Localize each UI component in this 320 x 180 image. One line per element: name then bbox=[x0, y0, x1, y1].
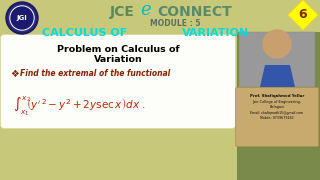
Text: CALCULUS OF: CALCULUS OF bbox=[42, 28, 128, 38]
Text: Problem on Calculus of: Problem on Calculus of bbox=[57, 44, 179, 53]
Polygon shape bbox=[237, 32, 320, 180]
Text: ❖: ❖ bbox=[10, 69, 19, 79]
Text: JCE: JCE bbox=[110, 5, 135, 19]
Circle shape bbox=[8, 4, 36, 32]
FancyBboxPatch shape bbox=[236, 87, 318, 147]
Circle shape bbox=[11, 7, 33, 29]
Text: $\int_{x_1}^{x_2}\!\!\left(y'^{\,2}-y^{2}+2y\sec x\right)dx\ .$: $\int_{x_1}^{x_2}\!\!\left(y'^{\,2}-y^{2… bbox=[13, 94, 146, 118]
FancyBboxPatch shape bbox=[239, 32, 315, 87]
Text: MODULE : 5: MODULE : 5 bbox=[150, 19, 200, 28]
Text: 6: 6 bbox=[299, 8, 307, 21]
Text: Email: shafiqmath15@gmail.com: Email: shafiqmath15@gmail.com bbox=[251, 111, 304, 115]
Text: Variation: Variation bbox=[94, 55, 142, 64]
Text: VARIATION: VARIATION bbox=[181, 28, 249, 38]
FancyBboxPatch shape bbox=[1, 35, 235, 128]
Polygon shape bbox=[260, 65, 295, 87]
Text: e: e bbox=[141, 1, 151, 19]
Text: Jain College of Engineering,: Jain College of Engineering, bbox=[252, 100, 301, 104]
Text: Belagavi: Belagavi bbox=[269, 105, 284, 109]
Text: JGI: JGI bbox=[17, 15, 28, 21]
Text: Prof. Shafiqahmed Yellur: Prof. Shafiqahmed Yellur bbox=[250, 94, 304, 98]
Polygon shape bbox=[288, 0, 318, 30]
Circle shape bbox=[6, 2, 38, 34]
Circle shape bbox=[10, 6, 34, 30]
Text: Mobile: 9739679182: Mobile: 9739679182 bbox=[260, 116, 294, 120]
Circle shape bbox=[263, 30, 291, 58]
Text: Find the extremal of the functional: Find the extremal of the functional bbox=[20, 69, 170, 78]
Text: CONNECT: CONNECT bbox=[158, 5, 232, 19]
